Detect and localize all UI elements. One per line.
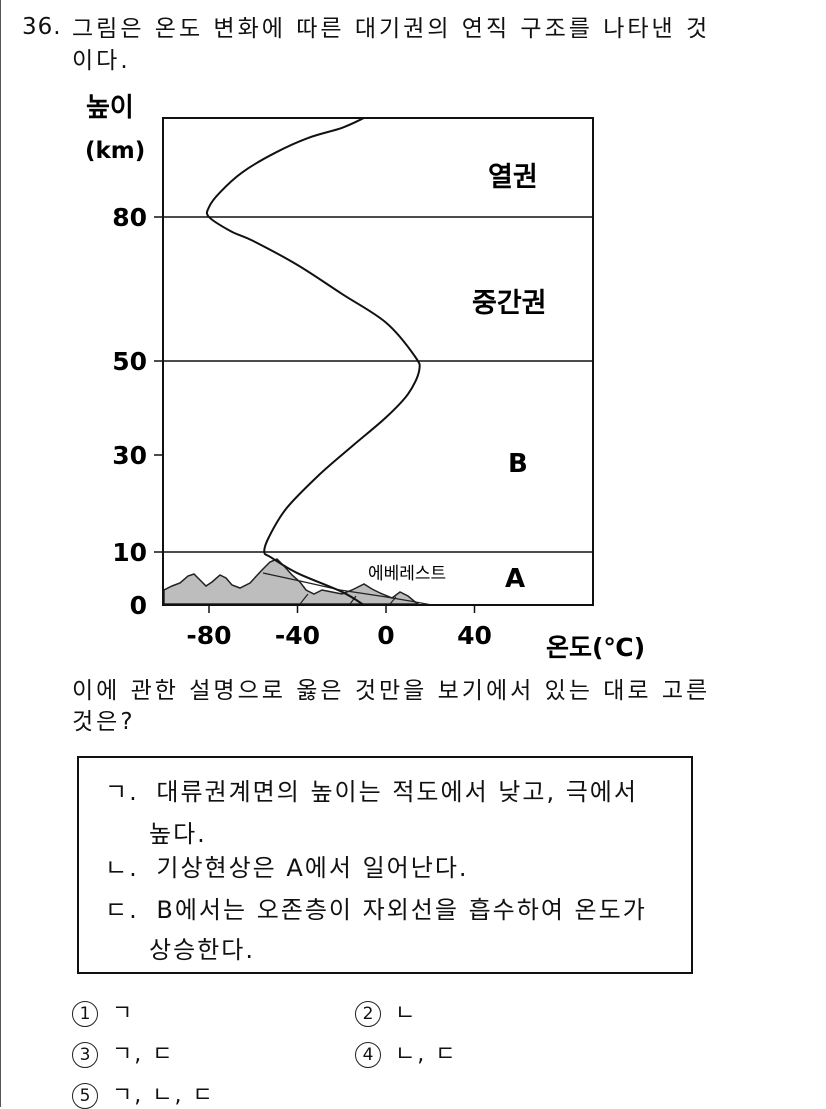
layer-label-b: B bbox=[508, 449, 528, 479]
choice-text: ㄱ bbox=[112, 1001, 135, 1026]
bogi-box: ㄱ. 대류권계면의 높이는 적도에서 낮고, 극에서 높다. ㄴ. 기상현상은 … bbox=[77, 756, 693, 974]
y-tick-label: 50 bbox=[112, 347, 147, 376]
layer-label-thermosphere: 열권 bbox=[488, 162, 538, 193]
prompt-line1: 이에 관한 설명으로 옳은 것만을 보기에서 있는 대로 고른 bbox=[72, 678, 711, 704]
x-axis-ticks: -80 -40 0 40 bbox=[186, 605, 492, 650]
bogi-text: 대류권계면의 높이는 적도에서 낮고, 극에서 bbox=[156, 778, 638, 806]
y-tick-label: 10 bbox=[112, 538, 147, 567]
x-axis-label: 온도(℃) bbox=[546, 633, 645, 662]
x-tick-label: 0 bbox=[377, 621, 394, 650]
mountain-label: 에베레스트 bbox=[368, 564, 446, 584]
question-number: 36. bbox=[22, 14, 62, 40]
bogi-item-1: ㄱ. 대류권계면의 높이는 적도에서 낮고, 극에서 bbox=[105, 772, 638, 807]
choice-text: ㄱ, ㄷ bbox=[112, 1042, 175, 1067]
temperature-curve bbox=[205, 117, 421, 606]
bogi-marker: ㄷ. bbox=[105, 896, 139, 924]
x-tick-label: 40 bbox=[457, 621, 492, 650]
bogi-marker: ㄱ. bbox=[105, 778, 139, 806]
page-left-rule bbox=[0, 0, 1, 1107]
y-axis-unit: (km) bbox=[85, 138, 145, 164]
choice-4[interactable]: 4 ㄴ, ㄷ bbox=[355, 1036, 457, 1068]
bogi-item-1-cont: 높다. bbox=[149, 820, 207, 848]
mountain-ridge-line bbox=[262, 572, 433, 606]
choice-3[interactable]: 3 ㄱ, ㄷ bbox=[72, 1036, 174, 1068]
choice-number: 2 bbox=[355, 1001, 381, 1027]
choice-number: 5 bbox=[72, 1083, 98, 1109]
choice-text: ㄱ, ㄴ, ㄷ bbox=[112, 1083, 215, 1108]
y-tick-label: 0 bbox=[130, 591, 147, 620]
question-text-line1: 그림은 온도 변화에 따른 대기권의 연직 구조를 나타낸 것 bbox=[72, 16, 711, 42]
choice-5[interactable]: 5 ㄱ, ㄴ, ㄷ bbox=[72, 1077, 215, 1109]
bogi-item-3: ㄷ. B에서는 오존층이 자외선을 흡수하여 온도가 bbox=[105, 890, 647, 925]
choice-number: 1 bbox=[72, 1001, 98, 1027]
prompt-line2: 것은? bbox=[72, 709, 136, 735]
choice-text: ㄴ bbox=[395, 1001, 418, 1026]
bogi-item-3-cont: 상승한다. bbox=[149, 936, 255, 964]
choice-number: 4 bbox=[355, 1042, 381, 1068]
atmosphere-temperature-chart: 0 10 30 50 80 -80 -40 0 40 높이 (km) 온도(℃) 열권 중간권… bbox=[85, 93, 645, 662]
bogi-text: B에서는 오존층이 자외선을 흡수하여 온도가 bbox=[156, 896, 647, 924]
bogi-text: 기상현상은 A에서 일어난다. bbox=[156, 854, 469, 882]
layer-boundaries bbox=[163, 216, 593, 553]
y-axis-label: 높이 bbox=[86, 93, 134, 123]
bogi-item-2: ㄴ. 기상현상은 A에서 일어난다. bbox=[105, 848, 469, 883]
bogi-marker: ㄴ. bbox=[105, 854, 139, 882]
y-tick-label: 30 bbox=[112, 441, 147, 470]
question-text-line2: 이다. bbox=[72, 48, 131, 74]
x-tick-label: -80 bbox=[186, 621, 231, 650]
x-tick-label: -40 bbox=[275, 621, 320, 650]
choice-text: ㄴ, ㄷ bbox=[395, 1042, 458, 1067]
y-axis-ticks: 0 10 30 50 80 bbox=[112, 203, 163, 620]
y-tick-label: 80 bbox=[112, 203, 147, 232]
choice-number: 3 bbox=[72, 1042, 98, 1068]
layer-label-mesosphere: 중간권 bbox=[472, 288, 547, 319]
layer-label-a: A bbox=[505, 564, 525, 594]
